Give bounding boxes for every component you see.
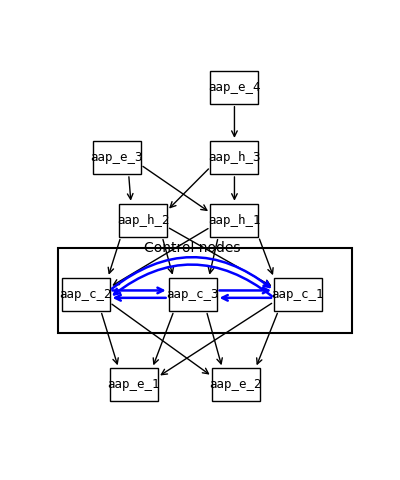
FancyBboxPatch shape bbox=[119, 204, 167, 237]
FancyBboxPatch shape bbox=[62, 277, 110, 311]
FancyBboxPatch shape bbox=[274, 277, 322, 311]
FancyBboxPatch shape bbox=[210, 71, 258, 104]
Text: Control nodes: Control nodes bbox=[144, 241, 241, 255]
FancyBboxPatch shape bbox=[210, 204, 258, 237]
FancyBboxPatch shape bbox=[110, 368, 158, 401]
FancyBboxPatch shape bbox=[168, 277, 217, 311]
Text: aap_h_2: aap_h_2 bbox=[117, 214, 169, 227]
FancyBboxPatch shape bbox=[93, 141, 141, 174]
FancyBboxPatch shape bbox=[212, 368, 260, 401]
Text: aap_e_1: aap_e_1 bbox=[108, 378, 160, 391]
Text: aap_c_1: aap_c_1 bbox=[272, 288, 324, 300]
Text: aap_e_2: aap_e_2 bbox=[210, 378, 262, 391]
Text: aap_e_4: aap_e_4 bbox=[208, 81, 261, 94]
FancyBboxPatch shape bbox=[210, 141, 258, 174]
Text: aap_h_1: aap_h_1 bbox=[208, 214, 261, 227]
Text: aap_e_3: aap_e_3 bbox=[90, 151, 143, 164]
Text: aap_c_2: aap_c_2 bbox=[60, 288, 112, 300]
Text: aap_c_3: aap_c_3 bbox=[166, 288, 219, 300]
Text: aap_h_3: aap_h_3 bbox=[208, 151, 261, 164]
